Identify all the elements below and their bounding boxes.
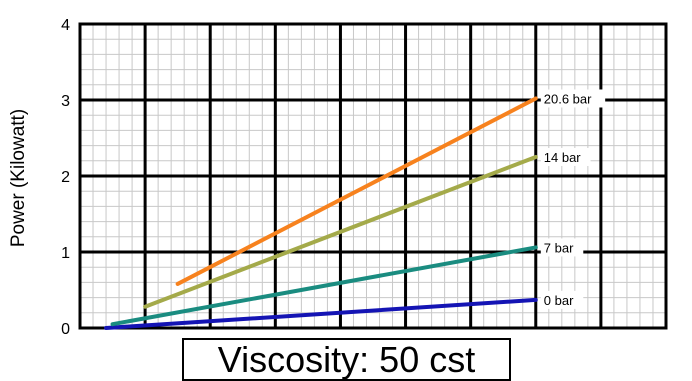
series-line (175, 96, 538, 286)
y-tick-label: 3 (61, 93, 70, 110)
series-label-bg (540, 148, 591, 166)
series-label-bg (540, 238, 584, 257)
y-tick-label: 1 (61, 245, 70, 262)
viscosity-caption: Viscosity: 50 cst (217, 338, 476, 380)
y-tick-label: 4 (61, 17, 70, 34)
series-label: 0 bar (544, 293, 574, 308)
plot-frame (78, 22, 668, 330)
series-label-bg (540, 290, 584, 309)
viscosity-caption-box: Viscosity: 50 cst (182, 338, 511, 381)
series-label: 7 bar (544, 240, 574, 255)
series-line (104, 297, 538, 330)
y-tick-label: 2 (61, 169, 70, 186)
series-label: 20.6 bar (544, 91, 592, 106)
y-axis-label: Power (Kilowatt) (8, 109, 29, 247)
series-label: 14 bar (544, 150, 582, 165)
series-line (110, 245, 538, 327)
y-tick-label: 0 (61, 321, 70, 338)
series-label-bg (540, 89, 606, 108)
series-line (143, 155, 538, 309)
